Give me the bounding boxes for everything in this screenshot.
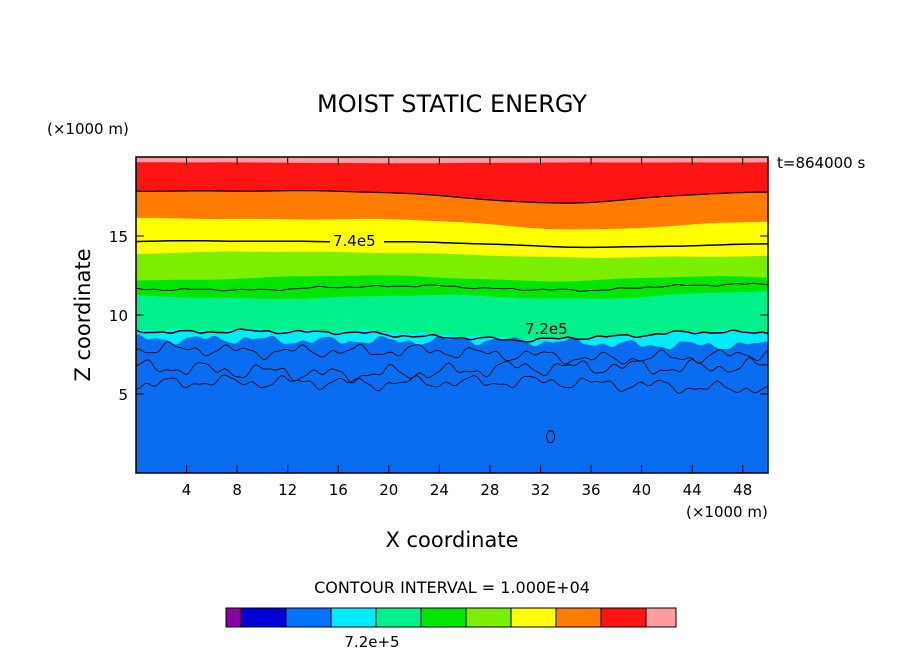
x-axis-ticks: 4 8 12 16 20 24 28 32 36 40 44 48 (182, 157, 752, 499)
contour-lines (135, 190, 769, 444)
contour-lower-a (135, 341, 769, 365)
x-tick-label: 4 (182, 481, 192, 499)
contour-closed-small (546, 430, 556, 444)
contour-label-74-bg (330, 230, 384, 248)
x-tick-label: 40 (632, 481, 651, 499)
y-tick-label: 15 (109, 228, 128, 246)
contour-mid (135, 282, 769, 292)
contour-label-72-bg (522, 318, 576, 336)
contour-label-72-text: 7.2e5 (525, 320, 568, 338)
colorbar-swatch (510, 607, 557, 628)
y-tick-label: 10 (109, 307, 128, 325)
x-tick-label: 12 (278, 481, 297, 499)
y-unit-label: (×1000 m) (47, 120, 129, 138)
colorbar-swatch (375, 607, 422, 628)
x-unit-label: (×1000 m) (686, 503, 768, 521)
colorbar-swatch (420, 607, 467, 628)
x-tick-label: 36 (581, 481, 600, 499)
x-tick-label: 8 (232, 481, 242, 499)
colorbar-swatch (600, 607, 647, 628)
colorbar-swatch (645, 607, 677, 628)
contour-7.4e5 (135, 239, 768, 249)
colorbar-swatch (225, 607, 242, 628)
contour-lower-b (135, 357, 769, 384)
colorbar-swatch (330, 607, 377, 628)
x-tick-label: 16 (329, 481, 348, 499)
contour-interval-text: CONTOUR INTERVAL = 1.000E+04 (314, 578, 590, 597)
x-tick-label: 20 (379, 481, 398, 499)
contour-label-72: 7.2e5 (522, 318, 576, 338)
y-axis-ticks: 5 10 15 (109, 228, 768, 404)
contour-label-74-text: 7.4e5 (333, 232, 376, 250)
colorbar-swatch (240, 607, 287, 628)
colorbar-label: 7.2e+5 (344, 633, 399, 651)
y-tick-label: 5 (118, 386, 128, 404)
colorbar (225, 607, 677, 628)
colorbar-swatch (555, 607, 602, 628)
contour-label-74: 7.4e5 (330, 230, 384, 250)
time-label: t=864000 s (777, 154, 865, 172)
x-tick-label: 48 (733, 481, 752, 499)
x-tick-label: 24 (430, 481, 449, 499)
colorbar-swatch (285, 607, 332, 628)
x-tick-label: 32 (531, 481, 550, 499)
contour-lower-c (135, 374, 769, 395)
x-axis-label: X coordinate (385, 528, 518, 552)
contour-7.2e5 (135, 328, 769, 343)
colorbar-swatch (465, 607, 512, 628)
y-axis-label: Z coordinate (71, 248, 95, 381)
x-tick-label: 28 (480, 481, 499, 499)
chart-title: MOIST STATIC ENERGY (317, 90, 587, 118)
contour-upper (136, 190, 768, 204)
color-bands (136, 157, 768, 473)
band-blue (136, 334, 768, 473)
x-tick-label: 44 (683, 481, 702, 499)
